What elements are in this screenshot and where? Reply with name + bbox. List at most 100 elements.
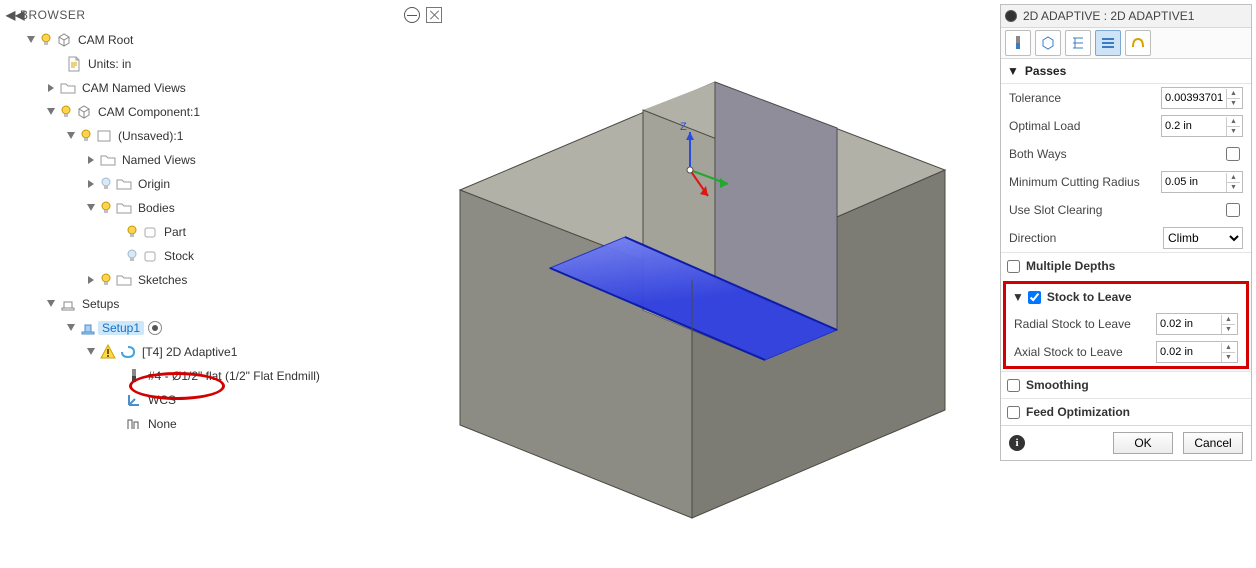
visibility-bulb-icon[interactable] <box>39 33 53 47</box>
expand-icon[interactable] <box>84 273 98 287</box>
visibility-bulb-icon[interactable] <box>99 201 113 215</box>
panel-close-icon[interactable] <box>1005 10 1017 22</box>
section-feed-opt[interactable]: Feed Optimization <box>1001 398 1251 425</box>
axial-stock-input[interactable]: ▲▼ <box>1156 341 1238 363</box>
section-stock-to-leave[interactable]: ▼ Stock to Leave <box>1006 284 1246 310</box>
tree-row-named-views[interactable]: Named Views <box>4 148 444 172</box>
section-smoothing[interactable]: Smoothing <box>1001 371 1251 398</box>
smoothing-checkbox[interactable] <box>1007 379 1020 392</box>
radial-stock-field[interactable] <box>1157 318 1221 330</box>
visibility-bulb-off-icon[interactable] <box>125 249 139 263</box>
tree-row-none[interactable]: None <box>4 412 444 436</box>
field-label: Both Ways <box>1009 147 1222 161</box>
expand-icon[interactable] <box>44 81 58 95</box>
section-multiple-depths[interactable]: Multiple Depths <box>1001 252 1251 279</box>
expand-icon[interactable] <box>84 345 98 359</box>
tab-linking-icon[interactable] <box>1125 30 1151 56</box>
row-axial-stock: Axial Stock to Leave ▲▼ <box>1006 338 1246 366</box>
expand-icon[interactable] <box>84 201 98 215</box>
info-icon[interactable]: i <box>1009 435 1025 451</box>
expand-icon[interactable] <box>24 33 38 47</box>
tree-label: CAM Component:1 <box>94 105 200 119</box>
panel-title: 2D ADAPTIVE : 2D ADAPTIVE1 <box>1023 9 1194 23</box>
tree-row-units[interactable]: Units: in <box>4 52 444 76</box>
visibility-bulb-icon[interactable] <box>79 129 93 143</box>
tree-row-stock[interactable]: Stock <box>4 244 444 268</box>
tree-label: #4 - Ø1/2" flat (1/2" Flat Endmill) <box>144 369 320 383</box>
section-passes-header[interactable]: ▼ Passes <box>1001 59 1251 84</box>
spinner-up-icon[interactable]: ▲ <box>1221 343 1235 353</box>
tree-label: Units: in <box>84 57 131 71</box>
spinner-up-icon[interactable]: ▲ <box>1226 173 1240 183</box>
direction-select[interactable]: Climb <box>1163 227 1243 249</box>
section-label: Passes <box>1025 64 1066 78</box>
folder-icon <box>116 272 132 288</box>
minimize-icon[interactable] <box>404 7 420 23</box>
tree-row-setups[interactable]: Setups <box>4 292 444 316</box>
tab-passes-icon[interactable] <box>1095 30 1121 56</box>
visibility-bulb-off-icon[interactable] <box>99 177 113 191</box>
tree-row-unsaved[interactable]: (Unsaved):1 <box>4 124 444 148</box>
expand-icon[interactable] <box>44 297 58 311</box>
expand-icon[interactable] <box>64 321 78 335</box>
spinner-down-icon[interactable]: ▼ <box>1221 353 1235 362</box>
visibility-bulb-icon[interactable] <box>125 225 139 239</box>
tolerance-field[interactable] <box>1162 92 1226 104</box>
field-label: Axial Stock to Leave <box>1014 345 1156 359</box>
tree-row-origin[interactable]: Origin <box>4 172 444 196</box>
visibility-bulb-icon[interactable] <box>99 273 113 287</box>
axial-stock-field[interactable] <box>1157 346 1221 358</box>
tree-label: Setups <box>78 297 119 311</box>
use-slot-checkbox[interactable] <box>1226 203 1240 217</box>
spinner-down-icon[interactable]: ▼ <box>1221 325 1235 334</box>
active-setup-indicator[interactable] <box>148 321 162 335</box>
viewport-3d[interactable]: Z <box>400 40 980 560</box>
field-label: Minimum Cutting Radius <box>1009 175 1161 189</box>
both-ways-checkbox[interactable] <box>1226 147 1240 161</box>
spinner-up-icon[interactable]: ▲ <box>1226 117 1240 127</box>
spinner-up-icon[interactable]: ▲ <box>1226 89 1240 99</box>
section-label: Stock to Leave <box>1047 290 1132 304</box>
tree-row-cam-named-views[interactable]: CAM Named Views <box>4 76 444 100</box>
visibility-bulb-icon[interactable] <box>59 105 73 119</box>
tree-row-2d-adaptive[interactable]: [T4] 2D Adaptive1 <box>4 340 444 364</box>
feed-opt-checkbox[interactable] <box>1007 406 1020 419</box>
tree-label: Origin <box>134 177 170 191</box>
field-label: Radial Stock to Leave <box>1014 317 1156 331</box>
optimal-load-field[interactable] <box>1162 120 1226 132</box>
expand-icon[interactable] <box>64 129 78 143</box>
spinner-down-icon[interactable]: ▼ <box>1226 127 1240 136</box>
stock-to-leave-checkbox[interactable] <box>1028 291 1041 304</box>
browser-collapse-icon[interactable]: ◀◀ <box>6 8 20 22</box>
tolerance-input[interactable]: ▲▼ <box>1161 87 1243 109</box>
tree-row-bodies[interactable]: Bodies <box>4 196 444 220</box>
cancel-button[interactable]: Cancel <box>1183 432 1243 454</box>
spinner-down-icon[interactable]: ▼ <box>1226 183 1240 192</box>
tree-row-setup1[interactable]: Setup1 <box>4 316 444 340</box>
tab-tool-icon[interactable] <box>1005 30 1031 56</box>
expand-icon[interactable] <box>84 177 98 191</box>
close-icon[interactable] <box>426 7 442 23</box>
spinner-down-icon[interactable]: ▼ <box>1226 99 1240 108</box>
tree-row-cam-root[interactable]: CAM Root <box>4 28 444 52</box>
expand-icon[interactable] <box>44 105 58 119</box>
optimal-load-input[interactable]: ▲▼ <box>1161 115 1243 137</box>
tab-geometry-icon[interactable] <box>1035 30 1061 56</box>
toolpath-icon <box>126 416 142 432</box>
radial-stock-input[interactable]: ▲▼ <box>1156 313 1238 335</box>
tree-row-sketches[interactable]: Sketches <box>4 268 444 292</box>
tree-label: WCS <box>144 393 176 407</box>
expand-icon[interactable] <box>84 153 98 167</box>
multiple-depths-checkbox[interactable] <box>1007 260 1020 273</box>
tab-heights-icon[interactable] <box>1065 30 1091 56</box>
tree-row-cam-component[interactable]: CAM Component:1 <box>4 100 444 124</box>
folder-icon <box>116 200 132 216</box>
ok-button[interactable]: OK <box>1113 432 1173 454</box>
min-radius-input[interactable]: ▲▼ <box>1161 171 1243 193</box>
tree-row-tool[interactable]: #4 - Ø1/2" flat (1/2" Flat Endmill) <box>4 364 444 388</box>
svg-text:Z: Z <box>680 121 687 133</box>
min-radius-field[interactable] <box>1162 176 1226 188</box>
spinner-up-icon[interactable]: ▲ <box>1221 315 1235 325</box>
tree-row-wcs[interactable]: WCS <box>4 388 444 412</box>
tree-row-part[interactable]: Part <box>4 220 444 244</box>
